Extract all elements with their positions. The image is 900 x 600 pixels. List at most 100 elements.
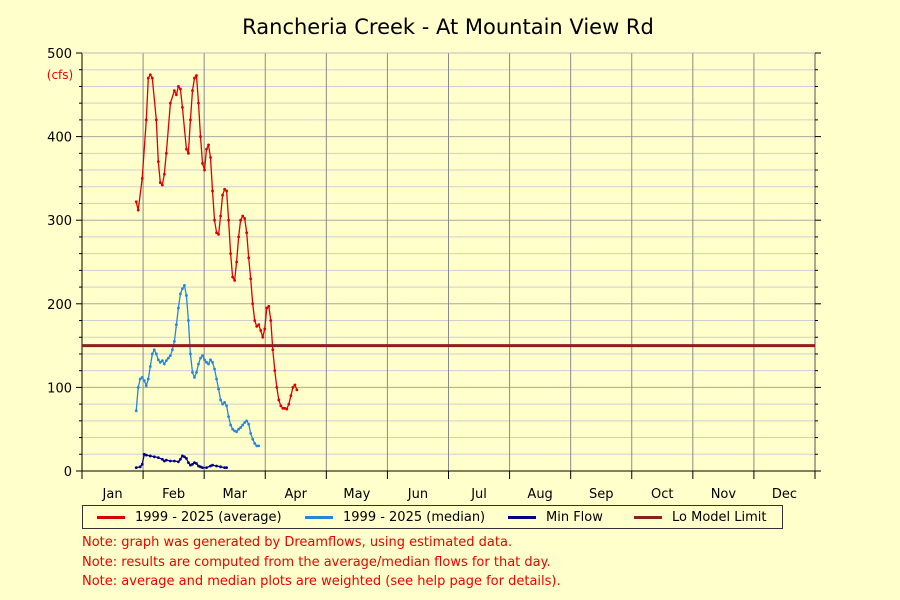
data-point-1999-2025-average xyxy=(193,76,196,80)
data-point-1999-2025-median xyxy=(245,419,249,423)
data-point-1999-2025-average xyxy=(249,277,253,281)
data-point-min-flow xyxy=(183,455,186,459)
data-point-1999-2025-average xyxy=(225,189,228,193)
data-point-1999-2025-average xyxy=(217,233,220,236)
data-point-1999-2025-average xyxy=(219,214,222,218)
legend-label-min-flow: Min Flow xyxy=(546,510,603,525)
data-point-1999-2025-median xyxy=(191,370,194,374)
data-point-1999-2025-median xyxy=(219,398,222,402)
data-point-1999-2025-average xyxy=(271,348,275,352)
data-point-1999-2025-average xyxy=(259,329,263,332)
data-point-1999-2025-median xyxy=(168,354,172,358)
y-tick-label: 100 xyxy=(47,381,72,396)
data-point-min-flow xyxy=(156,456,160,460)
data-point-1999-2025-average xyxy=(239,218,243,222)
data-point-min-flow xyxy=(172,459,176,463)
data-point-1999-2025-median xyxy=(172,340,176,343)
data-point-1999-2025-average xyxy=(285,407,289,411)
x-tick-label: Dec xyxy=(772,487,797,502)
x-tick-label: Apr xyxy=(285,487,308,502)
data-point-1999-2025-median xyxy=(138,377,142,381)
data-point-1999-2025-median xyxy=(158,360,162,364)
data-point-1999-2025-average xyxy=(279,404,283,408)
data-point-min-flow xyxy=(211,463,214,467)
y-tick-label: 300 xyxy=(47,214,72,229)
data-point-1999-2025-average xyxy=(221,193,224,197)
data-point-1999-2025-average xyxy=(201,161,204,165)
data-point-1999-2025-average xyxy=(207,143,210,147)
data-point-1999-2025-average xyxy=(174,93,178,97)
data-point-1999-2025-average xyxy=(195,74,198,77)
legend-label-average: 1999 - 2025 (average) xyxy=(135,510,282,525)
data-point-1999-2025-average xyxy=(273,369,277,373)
data-point-1999-2025-average xyxy=(199,135,202,139)
data-point-1999-2025-average xyxy=(189,118,192,122)
data-point-1999-2025-median xyxy=(152,348,156,352)
legend-item-average: 1999 - 2025 (average) xyxy=(97,510,282,525)
data-point-1999-2025-median xyxy=(183,284,186,287)
data-point-min-flow xyxy=(205,466,208,470)
data-point-1999-2025-average xyxy=(277,398,281,402)
data-point-1999-2025-median xyxy=(213,367,216,371)
series-line-1999-2025-average xyxy=(135,74,298,410)
note-line: Note: graph was generated by Dreamflows,… xyxy=(82,535,513,550)
data-point-1999-2025-average xyxy=(295,388,299,392)
data-point-1999-2025-median xyxy=(187,319,190,322)
data-point-min-flow xyxy=(140,462,144,466)
data-point-1999-2025-average xyxy=(263,327,267,331)
data-point-1999-2025-average xyxy=(235,260,239,264)
x-tick-label: Oct xyxy=(651,487,673,502)
data-point-1999-2025-median xyxy=(243,421,247,424)
data-point-1999-2025-median xyxy=(207,362,210,366)
data-point-1999-2025-median xyxy=(251,437,255,441)
y-tick-label: 400 xyxy=(47,131,72,146)
data-point-1999-2025-average xyxy=(291,386,295,389)
data-point-1999-2025-average xyxy=(227,218,231,222)
data-point-min-flow xyxy=(160,457,164,461)
data-point-1999-2025-average xyxy=(261,335,265,339)
data-point-min-flow xyxy=(201,466,204,470)
legend-label-median: 1999 - 2025 (median) xyxy=(343,510,486,525)
data-point-min-flow xyxy=(185,457,188,460)
data-point-1999-2025-average xyxy=(154,118,158,122)
x-tick-label: Jul xyxy=(470,487,487,502)
y-tick-label: 0 xyxy=(64,465,72,480)
x-tick-label: May xyxy=(343,487,370,502)
data-point-1999-2025-average xyxy=(187,151,190,155)
data-point-1999-2025-median xyxy=(148,365,152,368)
data-point-1999-2025-median xyxy=(160,359,164,363)
note-line: Note: results are computed from the aver… xyxy=(82,554,551,570)
data-point-1999-2025-average xyxy=(287,402,291,406)
data-point-1999-2025-average xyxy=(209,156,212,159)
data-point-1999-2025-median xyxy=(221,402,224,406)
chart-notes: Note: graph was generated by Dreamflows,… xyxy=(82,533,561,592)
data-point-min-flow xyxy=(195,462,198,465)
x-tick-label: Feb xyxy=(162,487,185,502)
data-point-1999-2025-median xyxy=(189,352,192,356)
legend-swatch-min-flow xyxy=(508,516,536,519)
data-point-1999-2025-median xyxy=(197,362,200,366)
x-tick-label: Jan xyxy=(102,487,123,502)
data-point-1999-2025-average xyxy=(181,105,184,109)
data-point-1999-2025-average xyxy=(269,319,273,322)
data-point-1999-2025-average xyxy=(255,324,259,328)
data-point-1999-2025-average xyxy=(281,406,285,410)
legend-swatch-median xyxy=(305,516,333,519)
data-point-min-flow xyxy=(138,465,142,469)
data-point-1999-2025-median xyxy=(136,386,140,389)
data-point-1999-2025-average xyxy=(150,76,154,80)
data-point-1999-2025-average xyxy=(251,302,255,306)
data-point-min-flow xyxy=(152,455,156,459)
x-tick-label: Sep xyxy=(589,487,614,502)
data-point-1999-2025-median xyxy=(181,287,184,291)
data-point-1999-2025-median xyxy=(211,360,214,364)
data-point-1999-2025-average xyxy=(134,200,138,204)
legend-label-lo-model-limit: Lo Model Limit xyxy=(672,510,767,525)
data-point-1999-2025-median xyxy=(253,442,257,445)
data-point-1999-2025-average xyxy=(205,147,208,151)
data-point-1999-2025-average xyxy=(237,235,241,239)
data-point-min-flow xyxy=(219,465,222,469)
data-point-1999-2025-average xyxy=(162,172,166,176)
data-point-1999-2025-average xyxy=(160,183,164,187)
